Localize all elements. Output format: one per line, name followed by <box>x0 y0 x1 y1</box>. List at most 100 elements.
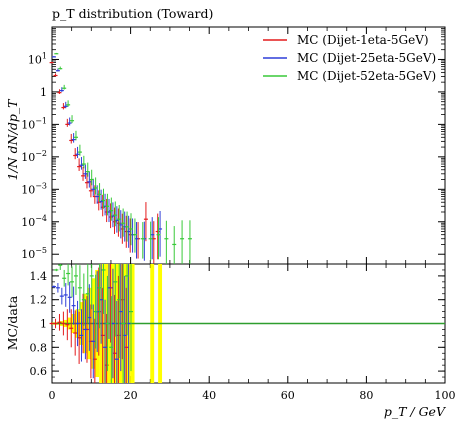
ratio-point-2 <box>103 299 108 383</box>
main-point-3 <box>172 226 177 264</box>
ratio-point-1 <box>65 309 70 341</box>
main-point-3 <box>81 155 86 169</box>
ratio-point-3 <box>70 266 75 298</box>
main-y-tick-exponent: −2 <box>35 149 47 158</box>
main-point-3 <box>97 183 102 202</box>
ratio-point-3 <box>54 268 59 272</box>
main-point-2 <box>67 117 72 126</box>
ratio-point-3 <box>85 264 90 324</box>
ratio-point-3 <box>128 264 133 372</box>
ratio-point-2 <box>114 300 119 383</box>
ratio-point-2 <box>67 281 72 313</box>
ratio-point-2 <box>59 287 64 305</box>
main-point-3 <box>180 220 185 264</box>
ratio-series-layer <box>49 264 133 383</box>
main-y-tick-label: 10−3 <box>21 181 47 196</box>
main-point-1 <box>69 133 74 144</box>
main-point-2 <box>51 56 56 58</box>
main-y-tick-label: 10−4 <box>21 214 47 229</box>
legend-label-3: MC (Dijet-52eta-5GeV) <box>297 69 436 83</box>
ratio-point-1 <box>49 322 54 325</box>
ratio-point-1 <box>61 311 66 336</box>
ratio-y-tick-label: 1.4 <box>30 270 48 283</box>
main-point-1 <box>88 180 93 198</box>
main-point-3 <box>73 130 78 141</box>
ratio-point-3 <box>66 264 71 286</box>
main-point-3 <box>132 218 137 253</box>
x-tick-label: 40 <box>202 389 216 402</box>
ratio-point-2 <box>63 283 68 307</box>
x-tick-label: 0 <box>49 389 56 402</box>
main-point-3 <box>156 217 161 260</box>
main-point-1 <box>143 202 148 242</box>
main-point-2 <box>75 146 80 158</box>
main-point-3 <box>105 193 110 216</box>
main-point-1 <box>81 166 86 181</box>
main-point-3 <box>109 197 114 221</box>
ratio-point-3 <box>89 264 94 310</box>
ratio-point-3 <box>97 264 102 329</box>
main-point-3 <box>93 177 98 195</box>
main-point-3 <box>89 169 94 186</box>
main-point-3 <box>117 204 122 232</box>
main-series-layer <box>49 52 192 264</box>
main-point-1 <box>61 103 66 110</box>
main-point-3 <box>85 162 90 177</box>
main-point-1 <box>57 89 62 94</box>
x-tick-label: 80 <box>359 389 373 402</box>
ratio-point-2 <box>51 285 56 288</box>
main-point-3 <box>187 220 192 264</box>
main-point-3 <box>54 52 59 55</box>
ratio-point-3 <box>113 264 118 337</box>
main-point-2 <box>63 101 68 109</box>
main-y-tick-exponent: −5 <box>35 246 47 255</box>
ratio-point-1 <box>57 313 62 331</box>
ratio-point-3 <box>62 269 67 287</box>
main-point-3 <box>113 201 118 227</box>
ratio-point-3 <box>109 296 114 383</box>
main-point-1 <box>49 61 54 64</box>
main-point-3 <box>58 66 63 70</box>
legend: MC (Dijet-1eta-5GeV) MC (Dijet-25eta-5Ge… <box>263 33 436 83</box>
main-point-1 <box>155 213 160 260</box>
main-point-3 <box>70 115 75 124</box>
main-y-tick-exponent: 1 <box>42 51 47 60</box>
main-point-3 <box>77 144 82 156</box>
main-y-tick-label: 1 <box>40 86 47 99</box>
x-axis-label: p_T / GeV <box>384 404 447 419</box>
main-point-2 <box>59 87 64 92</box>
ratio-y-tick-label: 1.2 <box>30 294 48 307</box>
main-y-axis-label: 1/N dN/dp_T <box>5 98 20 180</box>
main-y-tick-exponent: −3 <box>35 181 47 190</box>
main-point-3 <box>121 208 126 237</box>
main-point-3 <box>101 188 106 209</box>
main-point-2 <box>71 133 76 143</box>
main-point-1 <box>65 118 70 127</box>
ratio-point-3 <box>101 264 106 314</box>
main-point-2 <box>87 172 92 188</box>
main-point-3 <box>140 222 145 259</box>
ratio-y-tick-label: 0.8 <box>30 341 48 354</box>
x-tick-label: 20 <box>124 389 138 402</box>
x-ticks: 0 20 40 60 80 100 <box>49 27 456 402</box>
ratio-point-3 <box>81 273 86 326</box>
ratio-y-tick-label: 0.6 <box>30 365 48 378</box>
main-point-2 <box>83 164 88 179</box>
ratio-point-3 <box>77 265 82 311</box>
main-y-tick-exponent: −4 <box>35 214 47 223</box>
ratio-point-1 <box>53 318 58 329</box>
main-point-3 <box>128 213 133 246</box>
main-y-tick-label: 10−5 <box>21 246 47 261</box>
main-point-1 <box>84 172 89 189</box>
ratio-point-2 <box>71 286 76 325</box>
ratio-y-tick-label: 1 <box>40 318 47 331</box>
ratio-point-3 <box>117 264 122 359</box>
ratio-point-3 <box>125 264 130 336</box>
chart-title: p_T distribution (Toward) <box>52 6 213 21</box>
main-point-3 <box>148 221 153 261</box>
ratio-point-2 <box>83 299 88 360</box>
main-point-1 <box>73 148 78 160</box>
ratio-point-3 <box>58 264 63 270</box>
ratio-point-1 <box>73 310 78 356</box>
